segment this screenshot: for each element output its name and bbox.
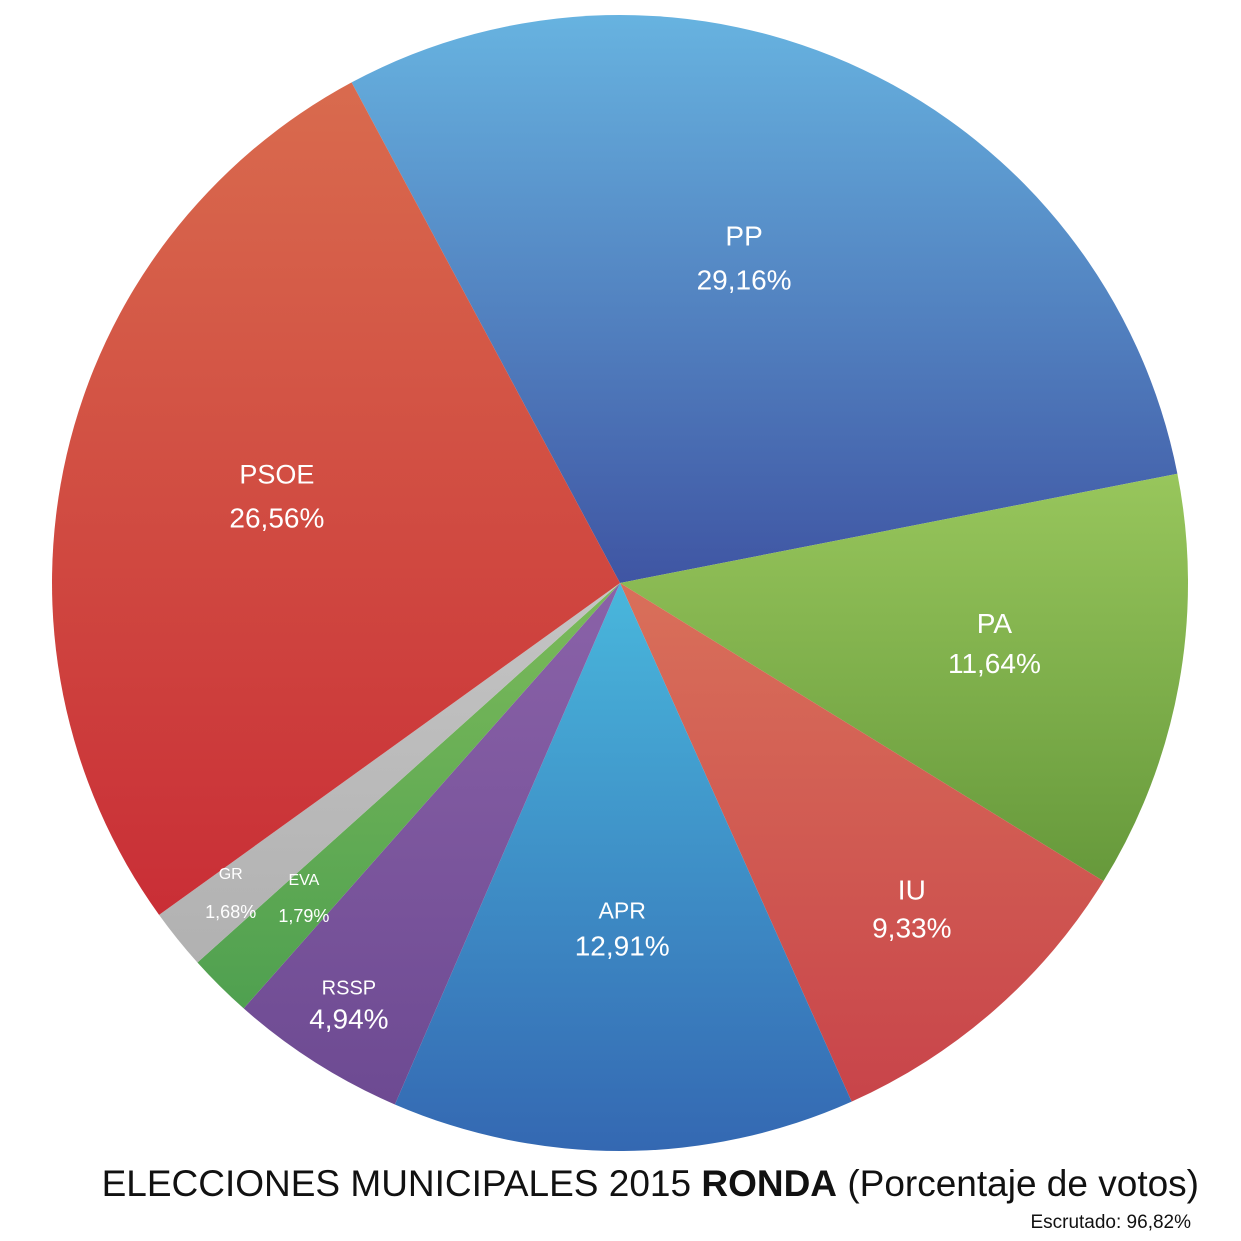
slice-label-iu: IU <box>898 874 926 905</box>
slice-label-psoe: PSOE <box>239 460 314 490</box>
slice-value-pa: 11,64% <box>948 648 1041 679</box>
slice-label-eva: EVA <box>288 872 319 889</box>
slice-value-rssp: 4,94% <box>309 1004 388 1035</box>
pie-slice-iu <box>620 583 1104 1102</box>
chart-title: ELECCIONES MUNICIPALES 2015 RONDA (Porce… <box>0 1163 1199 1205</box>
pie-slice-eva <box>197 583 621 1009</box>
pie-slice-psoe <box>52 82 620 915</box>
title-place: RONDA <box>701 1163 838 1204</box>
slice-value-apr: 12,91% <box>575 931 670 962</box>
slice-label-gr: GR <box>219 866 243 883</box>
slice-value-iu: 9,33% <box>872 912 951 943</box>
slice-label-pa: PA <box>977 608 1013 639</box>
pie-slice-pa <box>620 473 1189 882</box>
pie-slice-gr <box>159 583 620 963</box>
slice-label-pp: PP <box>725 221 762 252</box>
pie-slice-rssp <box>243 583 620 1105</box>
slice-value-gr: 1,68% <box>205 902 256 922</box>
pie-slice-apr <box>394 583 852 1151</box>
pie-chart: PP 29,16% PA 11,64% IU 9,33% APR 12,91% RSSP 4,94… <box>52 14 1189 1151</box>
pie-slice-pp <box>351 14 1178 583</box>
title-prefix: ELECCIONES MUNICIPALES 2015 <box>101 1163 692 1204</box>
scrutiny-note: Escrutado: 96,82% <box>1030 1212 1191 1233</box>
slice-label-apr: APR <box>599 898 646 924</box>
slice-value-psoe: 26,56% <box>229 503 324 534</box>
slice-value-eva: 1,79% <box>278 906 329 926</box>
title-suffix: (Porcentaje de votos) <box>847 1163 1199 1204</box>
slice-label-rssp: RSSP <box>322 978 376 1000</box>
slice-value-pp: 29,16% <box>697 265 792 296</box>
